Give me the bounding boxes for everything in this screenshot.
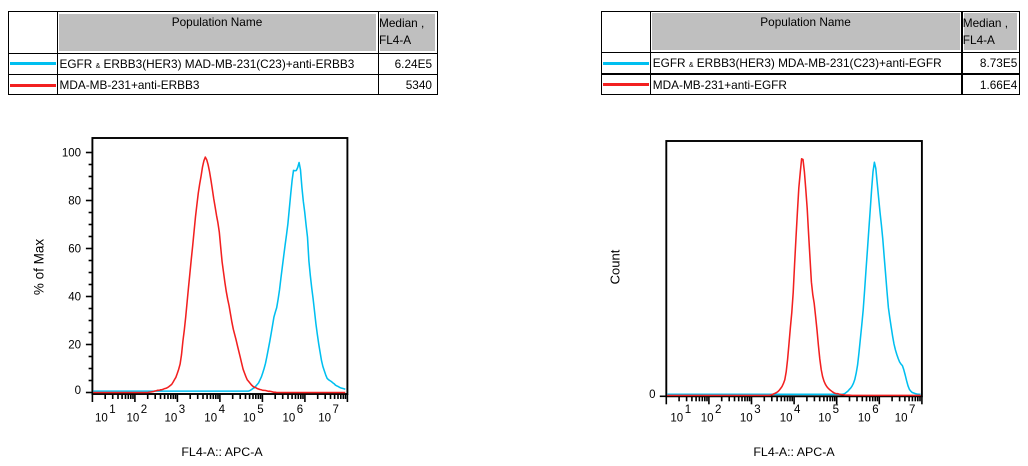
- svg-text:60: 60: [68, 244, 81, 256]
- svg-text:5: 5: [833, 404, 839, 416]
- svg-text:FL4-A:: APC-A: FL4-A:: APC-A: [181, 445, 263, 459]
- svg-text:0: 0: [649, 389, 655, 401]
- svg-text:10: 10: [670, 412, 683, 424]
- svg-text:10: 10: [895, 412, 908, 424]
- svg-text:1: 1: [685, 404, 691, 416]
- svg-text:Count: Count: [608, 249, 623, 284]
- svg-text:FL4-A:: APC-A: FL4-A:: APC-A: [753, 445, 835, 459]
- svg-text:4: 4: [219, 404, 226, 416]
- svg-text:10: 10: [204, 412, 217, 424]
- svg-text:2: 2: [141, 404, 147, 416]
- svg-text:2: 2: [715, 404, 721, 416]
- svg-text:4: 4: [794, 404, 801, 416]
- svg-text:3: 3: [179, 404, 185, 416]
- svg-text:10: 10: [780, 412, 793, 424]
- svg-text:80: 80: [68, 196, 81, 208]
- svg-text:5: 5: [257, 404, 263, 416]
- svg-text:10: 10: [283, 412, 296, 424]
- svg-text:10: 10: [740, 412, 753, 424]
- svg-text:1: 1: [109, 404, 115, 416]
- svg-text:6: 6: [872, 404, 878, 416]
- svg-text:100: 100: [62, 148, 81, 160]
- svg-text:0: 0: [75, 385, 81, 397]
- svg-text:10: 10: [318, 412, 331, 424]
- svg-text:7: 7: [909, 404, 915, 416]
- svg-text:40: 40: [68, 292, 81, 304]
- svg-text:10: 10: [127, 412, 140, 424]
- svg-text:7: 7: [333, 404, 339, 416]
- svg-text:10: 10: [818, 412, 831, 424]
- svg-text:6: 6: [297, 404, 303, 416]
- svg-text:10: 10: [858, 412, 871, 424]
- svg-text:% of Max: % of Max: [31, 239, 46, 296]
- svg-text:10: 10: [95, 412, 108, 424]
- svg-text:3: 3: [754, 404, 760, 416]
- svg-text:10: 10: [243, 412, 256, 424]
- svg-text:10: 10: [701, 412, 714, 424]
- svg-text:20: 20: [68, 340, 81, 352]
- svg-text:10: 10: [165, 412, 178, 424]
